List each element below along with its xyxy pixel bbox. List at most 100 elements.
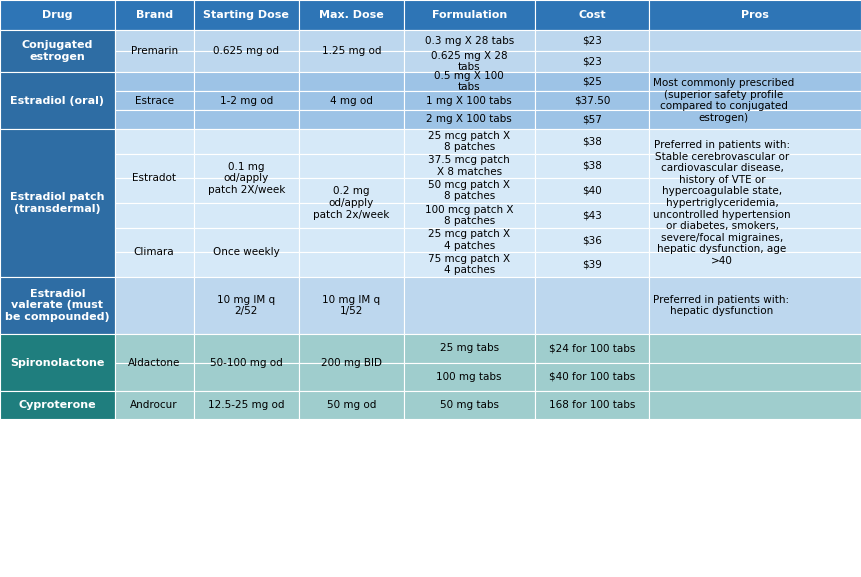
Bar [115, 362, 194, 391]
Bar [194, 30, 299, 51]
Text: Estradot: Estradot [132, 173, 177, 183]
Bar [404, 153, 535, 178]
Bar [115, 51, 194, 72]
Bar [115, 110, 194, 129]
Bar [194, 391, 299, 419]
Bar [299, 30, 404, 51]
Bar [194, 91, 299, 110]
Text: $25: $25 [582, 77, 602, 87]
Bar [115, 0, 194, 30]
Text: $23: $23 [582, 36, 602, 46]
Text: $40 for 100 tabs: $40 for 100 tabs [548, 372, 635, 382]
Bar [404, 91, 535, 110]
Text: Spironolactone: Spironolactone [10, 358, 104, 368]
Bar [649, 153, 861, 178]
Text: $40: $40 [582, 186, 602, 196]
Bar [299, 51, 404, 72]
Bar [404, 228, 535, 252]
Bar [535, 362, 649, 391]
Text: Max. Dose: Max. Dose [319, 10, 384, 20]
Bar [115, 252, 194, 277]
Bar [299, 91, 404, 110]
Bar [649, 110, 861, 129]
Text: Formulation: Formulation [431, 10, 507, 20]
Bar [194, 51, 299, 72]
Bar [299, 178, 404, 203]
Bar [115, 391, 194, 419]
Text: 2 mg X 100 tabs: 2 mg X 100 tabs [426, 114, 512, 125]
Bar [649, 91, 861, 110]
Text: Estradiol patch
(transdermal): Estradiol patch (transdermal) [10, 192, 104, 214]
Bar [115, 203, 194, 228]
Text: 10 mg IM q
2/52: 10 mg IM q 2/52 [217, 295, 276, 316]
Text: 0.5 mg X 100
tabs: 0.5 mg X 100 tabs [434, 71, 505, 92]
Bar [115, 334, 194, 362]
Bar [404, 277, 535, 334]
Text: Aldactone: Aldactone [128, 358, 180, 368]
Text: 168 for 100 tabs: 168 for 100 tabs [548, 400, 635, 410]
Text: 0.625 mg X 28
tabs: 0.625 mg X 28 tabs [431, 51, 507, 72]
Bar [535, 252, 649, 277]
Bar [535, 178, 649, 203]
Bar [649, 277, 861, 334]
Text: $39: $39 [582, 260, 602, 269]
Bar [0, 72, 115, 129]
Text: Preferred in patients with:
Stable cerebrovascular or
cardiovascular disease,
hi: Preferred in patients with: Stable cereb… [653, 140, 790, 266]
Text: Estradiol (oral): Estradiol (oral) [10, 96, 104, 106]
Text: Cost: Cost [578, 10, 606, 20]
Bar [404, 334, 535, 362]
Bar [299, 129, 404, 153]
Text: $37.50: $37.50 [573, 96, 610, 106]
Bar [649, 228, 861, 252]
Bar [535, 91, 649, 110]
Text: Androcur: Androcur [130, 400, 178, 410]
Bar [194, 153, 299, 178]
Bar [649, 51, 861, 72]
Text: 1-2 mg od: 1-2 mg od [220, 96, 273, 106]
Bar [649, 178, 861, 203]
Text: Preferred in patients with:
hepatic dysfunction: Preferred in patients with: hepatic dysf… [653, 295, 790, 316]
Bar [649, 334, 861, 362]
Bar [0, 391, 115, 419]
Bar [404, 51, 535, 72]
Text: Most commonly prescribed
(superior safety profile
compared to conjugated
estroge: Most commonly prescribed (superior safet… [653, 78, 795, 123]
Text: $23: $23 [582, 57, 602, 66]
Bar [535, 153, 649, 178]
Bar [299, 391, 404, 419]
Text: 50 mcg patch X
8 patches: 50 mcg patch X 8 patches [428, 180, 511, 201]
Bar [115, 91, 194, 110]
Bar [194, 203, 299, 228]
Bar [194, 110, 299, 129]
Bar [299, 362, 404, 391]
Text: 0.2 mg
od/apply
patch 2x/week: 0.2 mg od/apply patch 2x/week [313, 186, 389, 220]
Text: Estrace: Estrace [134, 96, 174, 106]
Bar [535, 203, 649, 228]
Bar [299, 72, 404, 91]
Bar [0, 277, 115, 334]
Bar [194, 252, 299, 277]
Text: Brand: Brand [135, 10, 173, 20]
Bar [535, 334, 649, 362]
Bar [535, 51, 649, 72]
Bar [535, 30, 649, 51]
Bar [194, 228, 299, 252]
Text: $36: $36 [582, 235, 602, 245]
Text: 200 mg BID: 200 mg BID [321, 358, 381, 368]
Text: Once weekly: Once weekly [213, 248, 280, 257]
Bar [299, 203, 404, 228]
Text: $24 for 100 tabs: $24 for 100 tabs [548, 343, 635, 353]
Text: 0.1 mg
od/apply
patch 2X/week: 0.1 mg od/apply patch 2X/week [208, 162, 285, 195]
Text: 0.3 mg X 28 tabs: 0.3 mg X 28 tabs [424, 36, 514, 46]
Bar [404, 0, 535, 30]
Text: Premarin: Premarin [131, 46, 177, 56]
Bar [535, 391, 649, 419]
Text: 4 mg od: 4 mg od [330, 96, 373, 106]
Bar [649, 72, 861, 91]
Text: 100 mcg patch X
8 patches: 100 mcg patch X 8 patches [425, 204, 513, 226]
Bar [649, 391, 861, 419]
Text: Cyproterone: Cyproterone [18, 400, 96, 410]
Bar [194, 362, 299, 391]
Bar [299, 153, 404, 178]
Bar [535, 72, 649, 91]
Bar [649, 252, 861, 277]
